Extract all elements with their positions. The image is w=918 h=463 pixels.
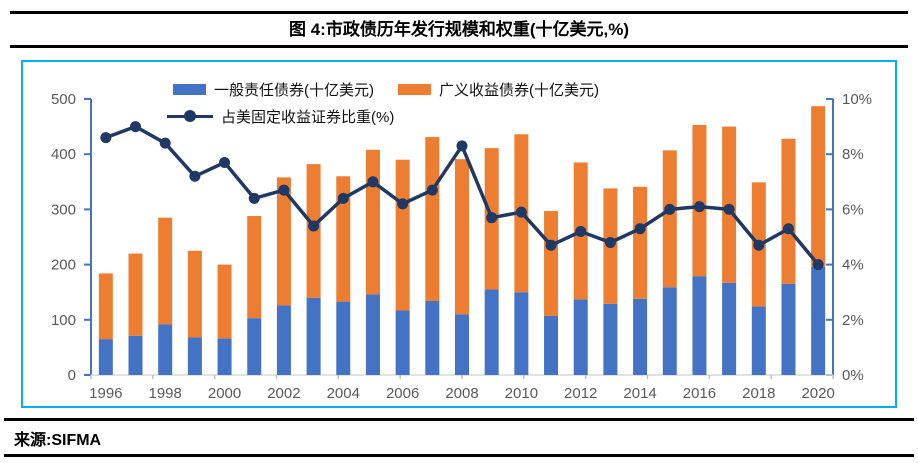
legend-label-go: 一般责任债券(十亿美元) <box>214 81 374 99</box>
svg-text:2020: 2020 <box>801 385 834 402</box>
svg-text:2008: 2008 <box>445 385 478 402</box>
svg-text:2018: 2018 <box>742 385 775 402</box>
svg-text:300: 300 <box>51 201 76 218</box>
svg-text:1996: 1996 <box>89 385 122 402</box>
legend-item-revenue: 广义收益债券(十亿美元) <box>398 79 599 100</box>
svg-text:0%: 0% <box>842 367 864 384</box>
legend-row-2: 占美固定收益证券比重(%) <box>167 105 623 127</box>
source-label: 来源:SIFMA <box>14 432 102 449</box>
svg-text:2%: 2% <box>842 312 864 329</box>
svg-text:2004: 2004 <box>327 385 360 402</box>
ratio-line-marker-icon <box>167 110 213 122</box>
legend-item-go: 一般责任债券(十亿美元) <box>173 79 374 100</box>
svg-text:2016: 2016 <box>683 385 716 402</box>
svg-text:100: 100 <box>51 312 76 329</box>
legend-row-1: 一般责任债券(十亿美元) 广义收益债券(十亿美元) <box>173 78 623 100</box>
go-bond-swatch-icon <box>173 83 206 95</box>
chart-box: 0 100 200 300 400 500 0% 2% 4% 6% 8% 10% 1996 1998 200… <box>21 60 897 408</box>
svg-text:2010: 2010 <box>505 385 538 402</box>
revenue-bond-swatch-icon <box>398 83 431 95</box>
svg-text:2012: 2012 <box>564 385 597 402</box>
title-divider-rule <box>10 45 908 48</box>
svg-text:0: 0 <box>68 367 76 384</box>
go-bond-bars <box>98 266 826 375</box>
top-rule <box>10 11 908 14</box>
legend-label-ratio: 占美固定收益证券比重(%) <box>221 108 395 126</box>
svg-text:6%: 6% <box>842 201 864 218</box>
ratio-line <box>100 121 824 271</box>
legend-label-revenue: 广义收益债券(十亿美元) <box>439 81 599 99</box>
figure-title: 图 4:市政债历年发行规模和权重(十亿美元,%) <box>289 20 629 39</box>
svg-text:4%: 4% <box>842 257 864 274</box>
bottom-rule <box>4 454 914 457</box>
svg-text:2002: 2002 <box>267 385 300 402</box>
svg-text:400: 400 <box>51 146 76 163</box>
svg-text:10%: 10% <box>842 91 872 108</box>
legend-item-ratio: 占美固定收益证券比重(%) <box>167 106 394 127</box>
legend: 一般责任债券(十亿美元) 广义收益债券(十亿美元) 占美固定收益证券比重(%) <box>167 78 623 127</box>
svg-text:2000: 2000 <box>208 385 241 402</box>
left-y-axis: 0 100 200 300 400 500 <box>51 91 92 384</box>
svg-text:2006: 2006 <box>386 385 419 402</box>
svg-text:8%: 8% <box>842 146 864 163</box>
svg-text:500: 500 <box>51 91 76 108</box>
svg-text:1998: 1998 <box>149 385 182 402</box>
right-y-axis: 0% 2% 4% 6% 8% 10% <box>826 91 872 384</box>
revenue-bond-bars <box>98 106 826 340</box>
x-axis: 1996 1998 2000 2002 2004 2006 2008 2010 2012 2014… <box>89 374 835 402</box>
svg-text:2014: 2014 <box>623 385 656 402</box>
source-divider-rule <box>4 418 914 421</box>
svg-text:200: 200 <box>51 257 76 274</box>
plot-svg: 0 100 200 300 400 500 0% 2% 4% 6% 8% 10% 1996 1998 200… <box>51 91 872 402</box>
